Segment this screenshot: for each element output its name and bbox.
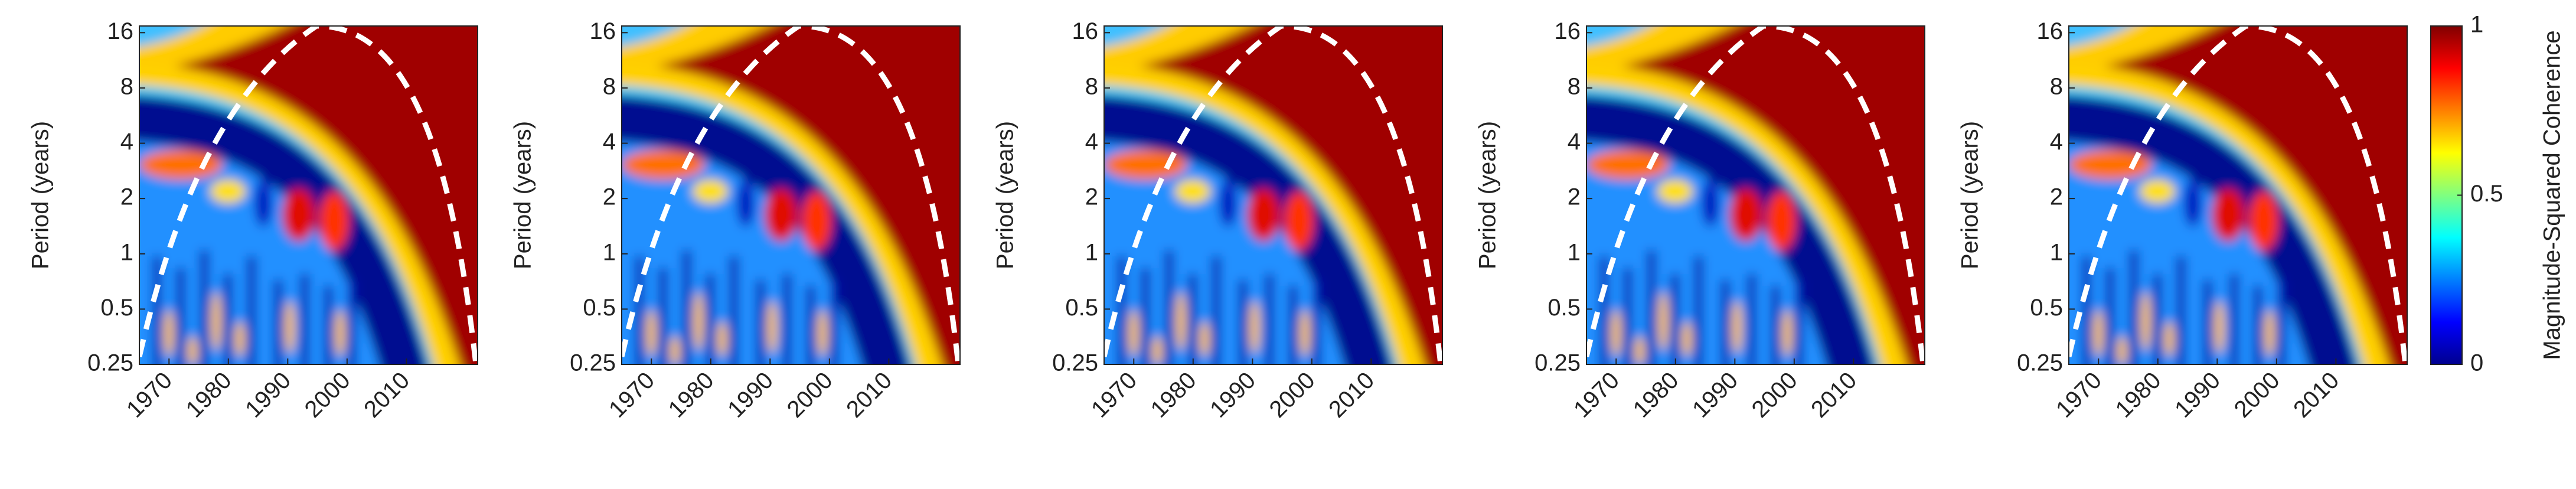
x-tick-label: 2010 bbox=[2288, 367, 2344, 423]
y-tick-label: 2 bbox=[120, 184, 133, 210]
y-tick-label: 16 bbox=[1555, 18, 1581, 44]
x-tick-label: 2010 bbox=[1806, 367, 1862, 423]
x-tick-label: 1980 bbox=[664, 367, 719, 423]
x-tick-label: 2000 bbox=[300, 367, 355, 423]
x-tick-label: 1990 bbox=[1205, 367, 1261, 423]
y-tick-label: 0.25 bbox=[570, 350, 616, 376]
x-tick-label: 2010 bbox=[1324, 367, 1379, 423]
y-tick-label: 4 bbox=[120, 129, 133, 155]
y-axis-label: Period (years) bbox=[1475, 121, 1501, 269]
y-tick-label: 4 bbox=[1568, 129, 1581, 155]
x-tick-label: 1990 bbox=[1687, 367, 1743, 423]
y-tick-label: 8 bbox=[1568, 74, 1581, 100]
y-tick-label: 0.5 bbox=[1065, 295, 1098, 321]
x-tick-label: 1980 bbox=[2111, 367, 2166, 423]
y-tick-label: 1 bbox=[120, 239, 133, 265]
plot-frame bbox=[1103, 25, 1443, 365]
x-tick-label: 1980 bbox=[1146, 367, 1202, 423]
x-tick-label: 2010 bbox=[359, 367, 414, 423]
colorbar-label: Magnitude-Squared Coherence bbox=[2539, 30, 2565, 360]
y-tick-label: 2 bbox=[1085, 184, 1098, 210]
y-tick-label: 0.5 bbox=[583, 295, 616, 321]
x-tick-label: 1990 bbox=[2170, 367, 2225, 423]
y-axis-label: Period (years) bbox=[28, 121, 54, 269]
heatmap-image bbox=[122, 8, 499, 392]
y-tick-label: 2 bbox=[2050, 184, 2063, 210]
x-tick-label: 2010 bbox=[841, 367, 897, 423]
plot-frame bbox=[1586, 25, 1925, 365]
y-tick-label: 16 bbox=[1072, 18, 1099, 44]
colorbar: 0 0.5 1 Magnitude-Squared Coherence bbox=[2430, 12, 2565, 376]
x-tick-label: 1980 bbox=[1628, 367, 1684, 423]
y-axis-label: Period (years) bbox=[1957, 121, 1983, 269]
y-tick-label: 4 bbox=[2050, 129, 2063, 155]
y-tick-label: 0.25 bbox=[1535, 350, 1581, 376]
y-tick-label: 0.25 bbox=[1052, 350, 1098, 376]
y-tick-label: 8 bbox=[120, 74, 133, 100]
y-tick-label: 1 bbox=[2050, 239, 2063, 265]
y-tick-label: 1 bbox=[1085, 239, 1098, 265]
plot-frame bbox=[621, 25, 961, 365]
y-tick-label: 0.5 bbox=[2030, 295, 2063, 321]
y-tick-label: 0.5 bbox=[1547, 295, 1581, 321]
coherence-field bbox=[1569, 8, 1947, 392]
colorbar-tick-label: 1 bbox=[2470, 12, 2483, 38]
heatmap-image bbox=[1086, 8, 1464, 392]
x-tick-label: 2000 bbox=[2229, 367, 2285, 423]
coherence-field bbox=[122, 8, 499, 392]
y-tick-label: 16 bbox=[590, 18, 616, 44]
coherence-field bbox=[1086, 8, 1464, 392]
y-tick-label: 0.25 bbox=[2017, 350, 2063, 376]
heatmap-image bbox=[2051, 8, 2429, 392]
plot-frame bbox=[2068, 25, 2408, 365]
y-tick-label: 0.5 bbox=[100, 295, 133, 321]
y-tick-label: 16 bbox=[2037, 18, 2064, 44]
y-tick-label: 8 bbox=[603, 74, 616, 100]
heatmap-image bbox=[604, 8, 982, 392]
heatmap-image bbox=[1569, 8, 1947, 392]
x-tick-label: 1990 bbox=[240, 367, 296, 423]
y-tick-label: 8 bbox=[2050, 74, 2063, 100]
y-tick-label: 2 bbox=[1568, 184, 1581, 210]
x-tick-label: 1980 bbox=[181, 367, 237, 423]
plot-frame bbox=[139, 25, 478, 365]
y-axis-label: Period (years) bbox=[992, 121, 1018, 269]
x-tick-label: 1990 bbox=[723, 367, 778, 423]
y-axis-label: Period (years) bbox=[510, 121, 536, 269]
x-tick-label: 2000 bbox=[1265, 367, 1320, 423]
y-tick-label: 4 bbox=[603, 129, 616, 155]
coherence-field bbox=[604, 8, 982, 392]
colorbar-tick-label: 0 bbox=[2470, 350, 2483, 376]
y-tick-label: 4 bbox=[1085, 129, 1098, 155]
y-tick-label: 8 bbox=[1085, 74, 1098, 100]
x-tick-label: 2000 bbox=[1747, 367, 1803, 423]
x-tick-label: 2000 bbox=[782, 367, 838, 423]
y-tick-label: 16 bbox=[107, 18, 134, 44]
coherence-field bbox=[2051, 8, 2429, 392]
colorbar-tick-label: 0.5 bbox=[2470, 181, 2503, 207]
colorbar-gradient bbox=[2430, 25, 2463, 365]
y-tick-label: 0.25 bbox=[87, 350, 133, 376]
y-tick-label: 2 bbox=[603, 184, 616, 210]
y-tick-label: 1 bbox=[1568, 239, 1581, 265]
y-tick-label: 1 bbox=[603, 239, 616, 265]
